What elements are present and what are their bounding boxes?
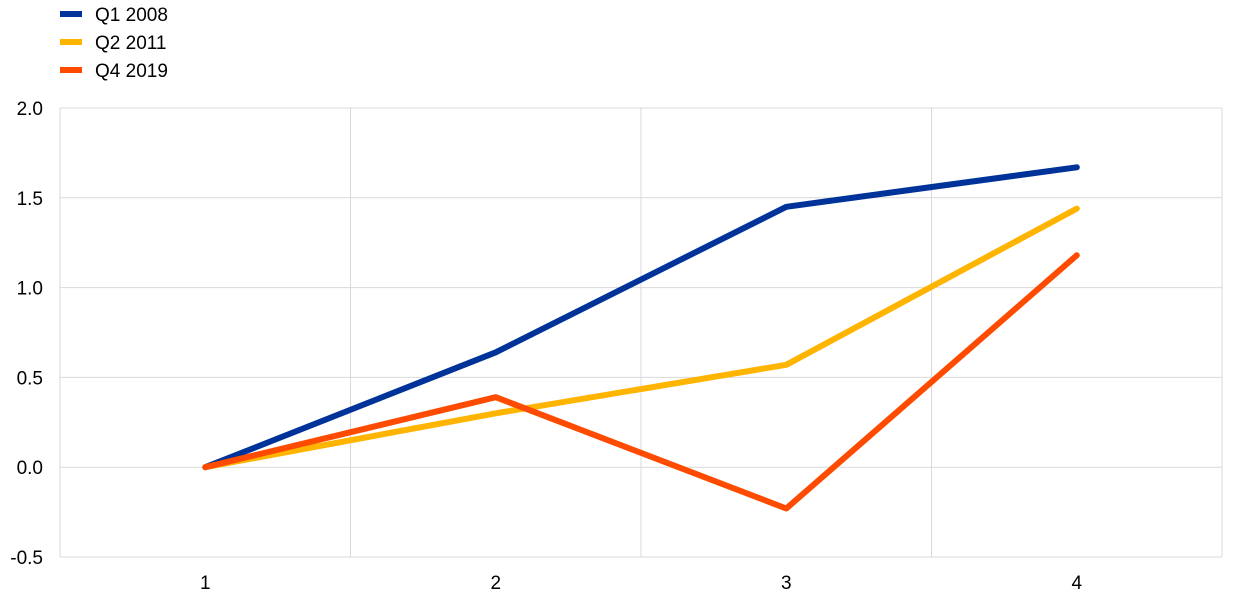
gridlines bbox=[60, 107, 1222, 558]
legend-swatch-2 bbox=[60, 67, 82, 73]
series-line-0 bbox=[202, 164, 1080, 471]
x-axis-tick-labels: 1 2 3 4 bbox=[200, 573, 1083, 594]
x-tick-label-2: 3 bbox=[781, 573, 792, 594]
series-line-1 bbox=[202, 205, 1080, 471]
y-tick-label-2: 1.0 bbox=[17, 279, 43, 300]
legend-label-2: Q4 2019 bbox=[95, 61, 168, 82]
y-tick-label-1: 1.5 bbox=[17, 189, 43, 210]
y-tick-label-4: 0.0 bbox=[17, 458, 43, 479]
y-tick-label-0: 2.0 bbox=[17, 99, 43, 120]
y-axis-tick-labels: 2.0 1.5 1.0 0.5 0.0 -0.5 bbox=[10, 99, 43, 569]
plot-frame bbox=[59, 108, 1223, 557]
legend: Q1 2008 Q2 2011 Q4 2019 bbox=[60, 5, 168, 82]
x-tick-label-0: 1 bbox=[200, 573, 211, 594]
legend-swatch-1 bbox=[60, 39, 82, 45]
y-tick-label-3: 0.5 bbox=[17, 368, 43, 389]
legend-label-1: Q2 2011 bbox=[95, 33, 166, 54]
x-tick-label-3: 4 bbox=[1071, 573, 1082, 594]
series-line-2 bbox=[202, 252, 1080, 512]
x-tick-label-1: 2 bbox=[490, 573, 501, 594]
legend-swatch-0 bbox=[60, 11, 82, 17]
legend-label-0: Q1 2008 bbox=[95, 5, 168, 26]
y-tick-label-5: -0.5 bbox=[10, 548, 43, 569]
series-lines bbox=[202, 164, 1080, 512]
